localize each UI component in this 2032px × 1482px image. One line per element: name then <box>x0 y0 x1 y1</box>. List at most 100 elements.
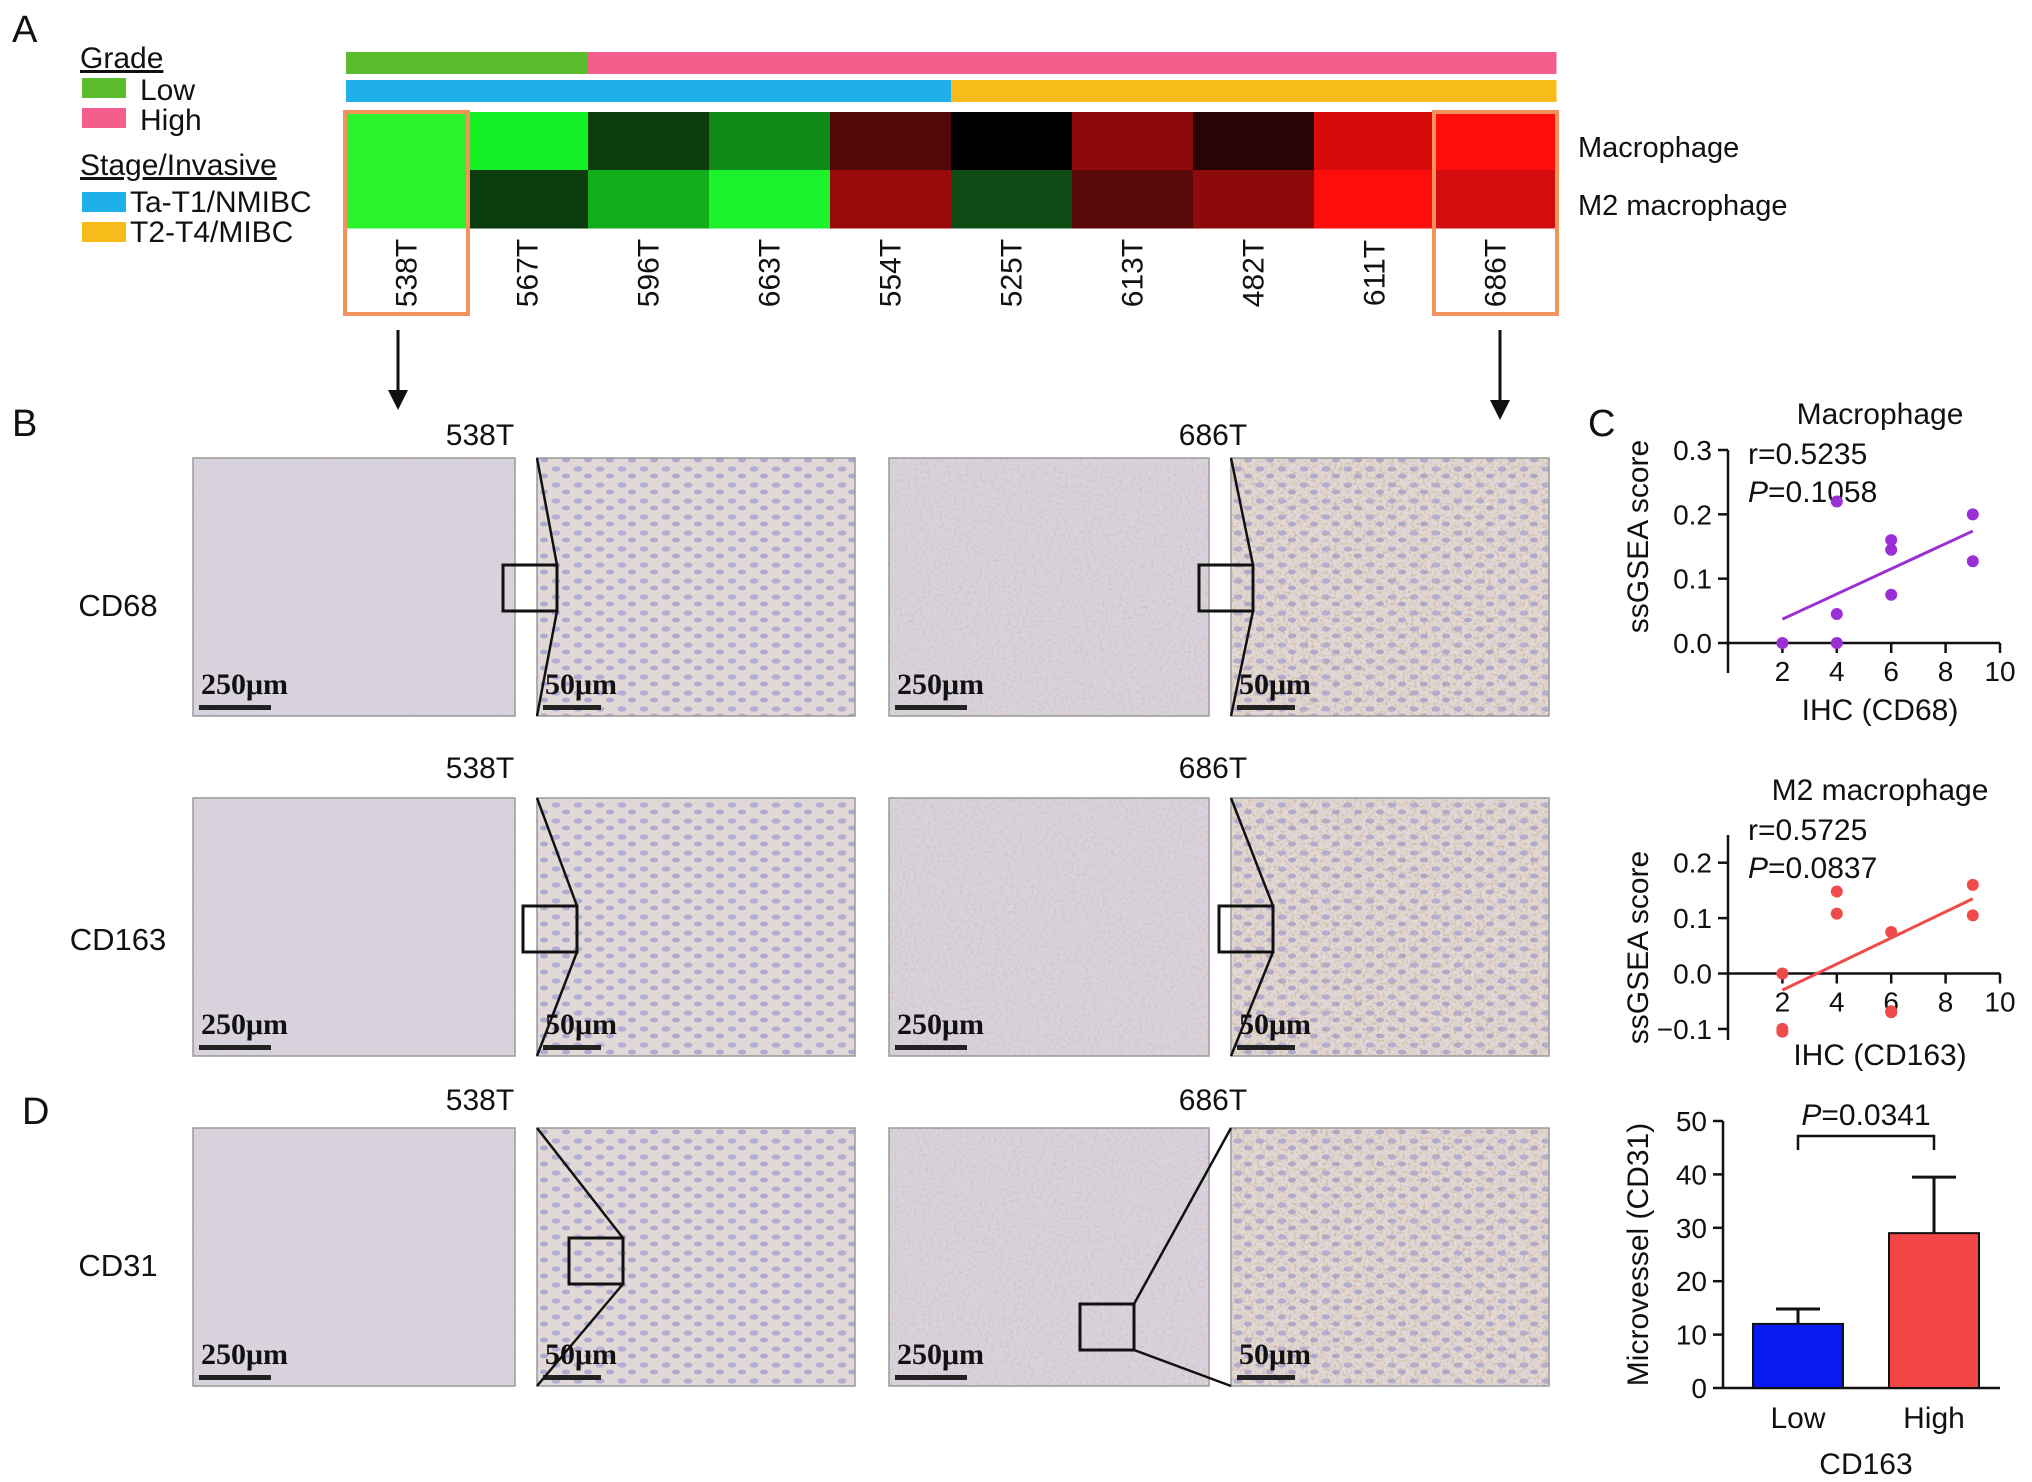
grade-bar-cell <box>951 52 1073 74</box>
x-tick-label: 4 <box>1829 987 1845 1018</box>
y-axis-label: ssGSEA score <box>1622 851 1655 1044</box>
zoom-connector <box>1229 951 1275 1057</box>
ihc-sample-title-low: 538T <box>446 419 514 452</box>
stage-bar-cell <box>1314 80 1436 102</box>
scatter-point <box>1830 608 1843 621</box>
panel-letter-a: A <box>12 9 38 51</box>
scale-bar <box>199 1375 271 1380</box>
scatter-point <box>1830 885 1843 898</box>
x-tick-label: 10 <box>1984 656 2015 687</box>
sample-label: 554T <box>875 239 908 307</box>
stage-mibc-label: T2-T4/MIBC <box>130 216 293 249</box>
x-tick-label: 10 <box>1984 987 2015 1018</box>
heatmap-cell <box>467 112 589 171</box>
ihc-zoom-image <box>1230 797 1550 1057</box>
scale-bar-label: 50μm <box>1239 668 1311 701</box>
ihc-sample-title-low: 538T <box>446 752 514 785</box>
scatter-point <box>1885 925 1898 938</box>
x-axis-label: IHC (CD68) <box>1802 694 1959 727</box>
scatter-point <box>1776 637 1789 649</box>
zoom-connector <box>1229 797 1275 907</box>
zoom-connector <box>1229 457 1255 566</box>
sample-label: 525T <box>996 239 1029 307</box>
stage-bar-cell <box>588 80 710 102</box>
heatmap-cell <box>467 170 589 229</box>
ihc-marker-label: CD31 <box>78 1248 157 1283</box>
scale-bar-label: 250μm <box>897 668 984 701</box>
scatter-point <box>1885 588 1898 601</box>
zoom-region-box <box>1078 1302 1136 1352</box>
fit-line <box>1781 897 1974 992</box>
chart-title: M2 macrophage <box>1772 774 1989 807</box>
y-tick-label: 0.0 <box>1673 628 1712 659</box>
chart-annotation-p: P=0.0837 <box>1748 852 1877 885</box>
x-tick-label: 4 <box>1829 656 1845 687</box>
heatmap-cell <box>588 170 710 229</box>
heatmap-cell <box>830 112 952 171</box>
stage-nmibc-label: Ta-T1/NMIBC <box>130 186 312 219</box>
sample-label: 613T <box>1117 239 1150 307</box>
sample-label: 686T <box>1480 239 1513 307</box>
zoom-connector <box>535 951 579 1057</box>
ihc-zoom-image <box>536 457 856 717</box>
ihc-zoom-image <box>1230 457 1550 717</box>
heatmap-cell <box>1193 170 1315 229</box>
heatmap-cell <box>1435 112 1557 171</box>
scatter-point <box>1966 909 1979 922</box>
heatmap-cell <box>1435 170 1557 229</box>
x-tick-label: High <box>1903 1402 1965 1435</box>
scale-bar-label: 250μm <box>201 1338 288 1371</box>
grade-bar-cell <box>467 52 589 74</box>
heatmap-cell <box>951 170 1073 229</box>
ihc-sample-title-high: 686T <box>1179 1084 1247 1117</box>
y-axis-label: Microvessel (CD31) <box>1622 1123 1655 1386</box>
x-axis-label: CD163 <box>1819 1448 1912 1481</box>
zoom-region-box <box>1197 563 1255 613</box>
zoom-connector <box>536 1127 624 1239</box>
y-tick-label: −0.1 <box>1657 1014 1712 1045</box>
y-tick-label: 30 <box>1676 1213 1707 1244</box>
scatter-point <box>1830 495 1843 508</box>
sample-label: 482T <box>1238 239 1271 307</box>
ihc-marker-label: CD163 <box>70 922 167 957</box>
grade-low-label: Low <box>140 74 195 107</box>
chart-annotation-r: r=0.5725 <box>1748 814 1867 847</box>
heatmap: Macrophage M2 macrophage 538T 567T 596T 663T 5… <box>343 52 1788 316</box>
grade-bar-cell <box>709 52 831 74</box>
scale-bar-label: 50μm <box>545 1338 617 1371</box>
y-tick-label: 0 <box>1691 1373 1707 1404</box>
y-tick-label: 0.1 <box>1673 903 1712 934</box>
zoom-region-box <box>1217 904 1275 954</box>
scale-bar <box>895 1375 967 1380</box>
stage-bar-cell <box>1435 80 1557 102</box>
heatmap-cell <box>1314 170 1436 229</box>
stage-bar-cell <box>1193 80 1315 102</box>
zoom-connector <box>535 457 559 566</box>
stage-bar-cell <box>1072 80 1194 102</box>
chart-annotation-r: r=0.5235 <box>1748 438 1867 471</box>
grade-high-swatch <box>82 108 126 128</box>
y-tick-label: 0.1 <box>1673 564 1712 595</box>
ihc-sample-title-high: 686T <box>1179 752 1247 785</box>
y-tick-label: 0.0 <box>1673 959 1712 990</box>
scatter-point <box>1830 907 1843 920</box>
arrow-right <box>1490 330 1510 420</box>
x-tick-label: 6 <box>1883 656 1899 687</box>
stage-bar-cell <box>951 80 1073 102</box>
grade-legend-title: Grade <box>80 42 163 75</box>
panel-letter-d: D <box>22 1091 49 1133</box>
scatter-point <box>1885 534 1898 547</box>
stage-bar-cell <box>467 80 589 102</box>
scatter-point <box>1776 1025 1789 1038</box>
scale-bar <box>895 705 967 710</box>
y-tick-label: 10 <box>1676 1320 1707 1351</box>
scatter-point <box>1885 1006 1898 1019</box>
significance-bracket <box>1796 1134 1936 1150</box>
ihc-overview-image <box>192 457 516 717</box>
stage-bar-cell <box>709 80 831 102</box>
heatmap-cell <box>1072 170 1194 229</box>
heatmap-cell <box>1072 112 1194 171</box>
scale-bar-label: 50μm <box>545 1008 617 1041</box>
stage-legend-title: Stage/Invasive <box>80 149 277 182</box>
